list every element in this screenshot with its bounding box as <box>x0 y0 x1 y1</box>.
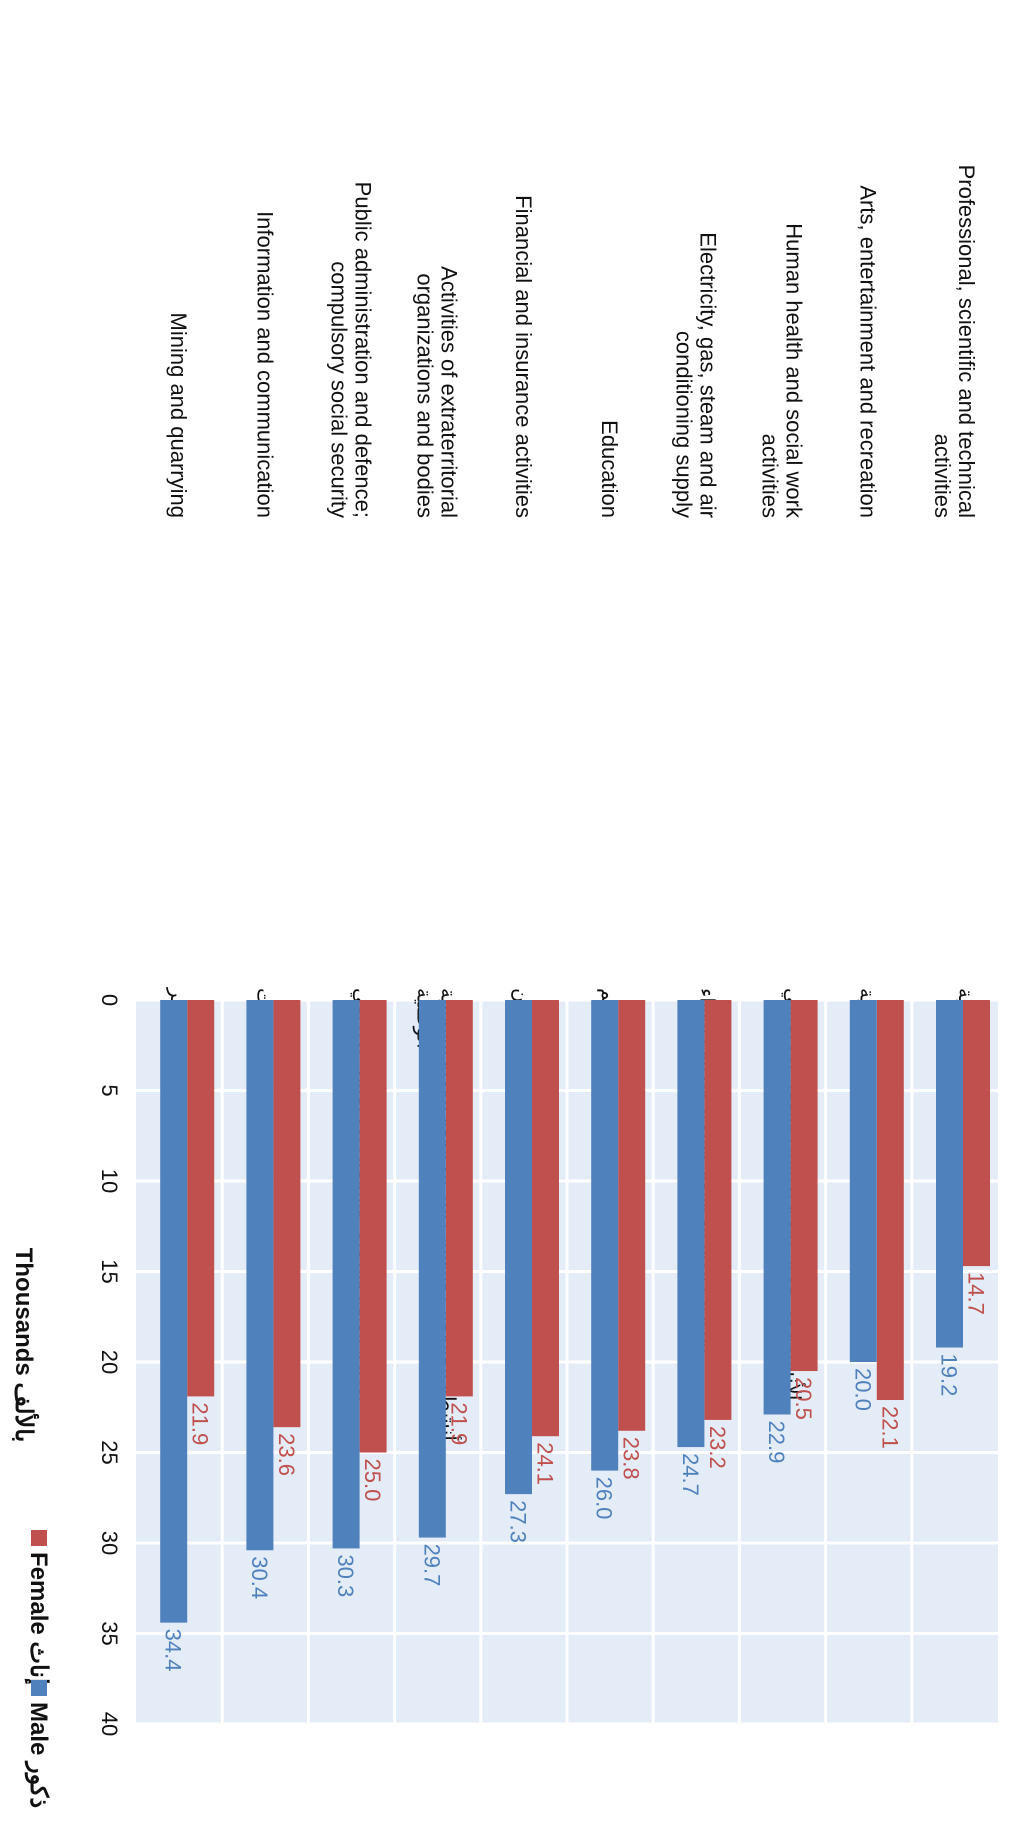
category-label-en: conditioning supply <box>671 331 696 518</box>
category-label-en: activities <box>930 434 955 518</box>
value-label-male: 24.7 <box>678 1453 703 1496</box>
value-label-female: 21.9 <box>188 1402 213 1445</box>
bar-female <box>273 1000 301 1428</box>
value-label-female: 22.1 <box>877 1406 902 1449</box>
bar-male <box>160 1000 188 1623</box>
legend-swatch <box>31 1680 47 1696</box>
bar-female <box>187 1000 215 1397</box>
value-label-male: 34.4 <box>161 1629 186 1672</box>
x-tick-label: 5 <box>97 1084 122 1096</box>
bar-male <box>677 1000 705 1448</box>
value-label-male: 30.4 <box>247 1556 272 1599</box>
category-label-en: Financial and insurance activities <box>511 195 536 518</box>
value-labels: 14.7 19.2 22.120.0 20.522.9 23.224.7 23.826.0… <box>161 1272 989 1671</box>
category-label-en: Human health and social work <box>782 223 807 519</box>
category-label-en: Information and communication <box>252 211 277 518</box>
category-label-en: Public administration and defence; <box>351 182 376 518</box>
x-tick-label: 40 <box>97 1712 122 1736</box>
category-label-en: Professional, scientific and technical <box>954 165 979 518</box>
category-label-en: Arts, entertainment and recreation <box>856 185 881 518</box>
legend-label: Male ذكور <box>24 1702 52 1808</box>
category-label-en: Mining and quarrying <box>166 313 191 518</box>
value-label-male: 19.2 <box>937 1354 962 1397</box>
bar-female <box>876 1000 904 1401</box>
value-label-female: 25.0 <box>360 1459 385 1502</box>
bar-female <box>532 1000 559 1437</box>
value-label-female: 23.2 <box>705 1426 730 1469</box>
value-label-female: 14.7 <box>964 1272 989 1315</box>
value-label-male: 29.7 <box>419 1544 444 1587</box>
category-label-en: Electricity, gas, steam and air <box>695 232 720 518</box>
bar-male <box>332 1000 360 1549</box>
bar-female <box>359 1000 387 1453</box>
x-axis-label: Thousands بالألف <box>10 1248 41 1443</box>
x-tick-label: 15 <box>97 1259 122 1283</box>
legend-label: Female إناث <box>25 1552 52 1685</box>
value-label-female: 23.8 <box>619 1437 644 1480</box>
bar-female <box>790 1000 818 1372</box>
value-label-female: 21.9 <box>446 1402 471 1445</box>
x-axis-ticks: 0 5 10 15 20 25 30 35 40 <box>97 994 122 1736</box>
value-label-female: 23.6 <box>274 1433 299 1476</box>
category-label-en: compulsory social security <box>327 261 352 518</box>
bar-male <box>591 1000 619 1471</box>
value-label-male: 30.3 <box>333 1554 358 1597</box>
x-tick-label: 20 <box>97 1350 122 1374</box>
x-tick-label: 10 <box>97 1169 122 1193</box>
legend: Female إناث Male ذكور <box>24 1530 52 1808</box>
bars <box>160 1000 990 1623</box>
bar-male <box>505 1000 532 1495</box>
bar-male <box>849 1000 877 1362</box>
category-label-en: organizations and bodies <box>413 273 438 518</box>
bar-male <box>936 1000 963 1348</box>
value-label-male: 22.9 <box>764 1420 789 1463</box>
bar-female <box>704 1000 732 1420</box>
bar-male <box>763 1000 791 1415</box>
value-label-female: 20.5 <box>791 1377 816 1420</box>
x-tick-label: 30 <box>97 1531 122 1555</box>
legend-swatch <box>31 1530 47 1546</box>
x-tick-label: 0 <box>97 994 122 1006</box>
bar-female <box>963 1000 990 1267</box>
value-label-female: 24.1 <box>533 1442 558 1485</box>
x-tick-label: 35 <box>97 1621 122 1645</box>
value-label-male: 26.0 <box>592 1477 617 1520</box>
bar-female <box>445 1000 473 1397</box>
category-label: التعليمEducation <box>597 420 622 1041</box>
category-label-en: activities <box>758 434 783 518</box>
bar-male <box>246 1000 274 1551</box>
category-label-en: Activities of extraterritorial <box>437 266 462 518</box>
bar-female <box>618 1000 646 1431</box>
bar-male <box>418 1000 446 1538</box>
x-tick-label: 25 <box>97 1440 122 1464</box>
category-label-en: Education <box>597 420 622 518</box>
value-label-male: 20.0 <box>850 1368 875 1411</box>
value-label-male: 27.3 <box>506 1500 531 1543</box>
